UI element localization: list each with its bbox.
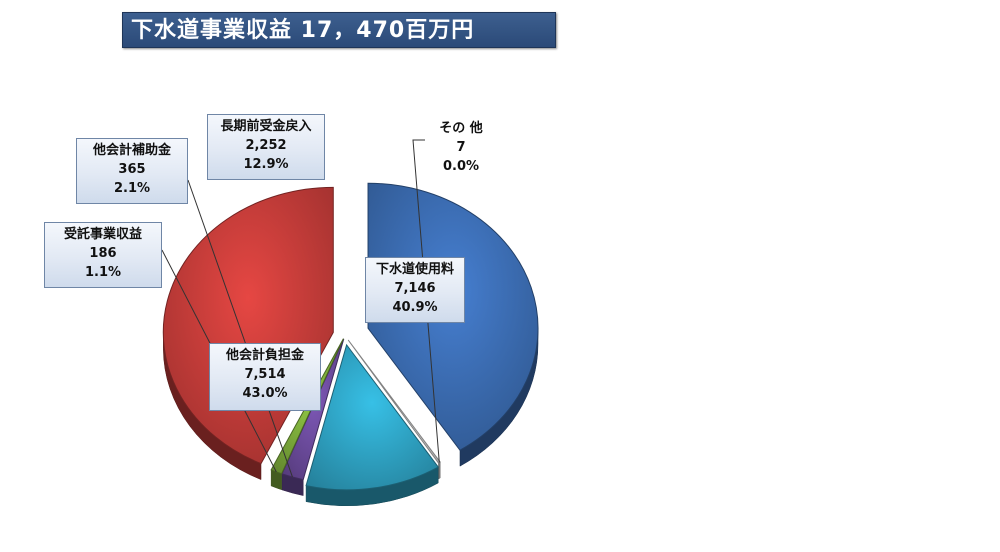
- leader-line-3: [187, 179, 293, 478]
- pie-slice-1: [347, 339, 441, 464]
- label-takaikei-futankin: 他会計負担金 7,514 43.0%: [209, 343, 321, 411]
- pie-slice-2: [305, 343, 439, 491]
- label-jutaku-jigyo: 受託事業収益 186 1.1%: [44, 222, 162, 288]
- chart-title: 下水道事業収益 17，470百万円: [122, 12, 556, 48]
- slice-side-1: [438, 461, 441, 480]
- label-choki-maeuke: 長期前受金戻入 2,252 12.9%: [207, 114, 325, 180]
- leader-line-1: [412, 139, 440, 463]
- label-gesuido-shiyoryo: 下水道使用料 7,146 40.9%: [365, 257, 465, 323]
- label-takaikei-hojokin: 他会計補助金 365 2.1%: [76, 138, 188, 204]
- label-sonota: その 他 7 0.0%: [425, 117, 497, 183]
